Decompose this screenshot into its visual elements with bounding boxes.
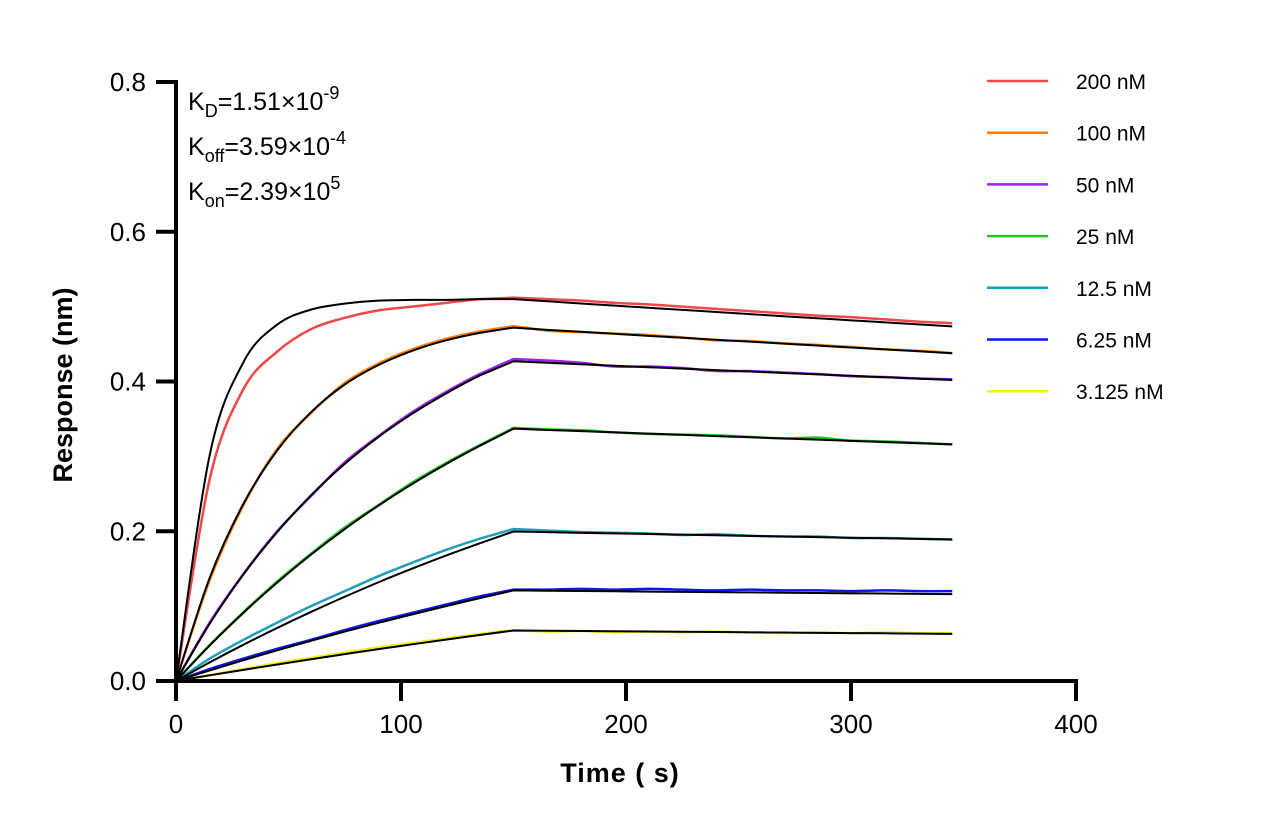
kinetic-constant-annotation: KD=1.51×10-9 [188, 83, 339, 121]
legend-item: 200 nM [987, 71, 1146, 94]
fit-line-3-125-nM [175, 629, 953, 682]
x-tick-label: 300 [829, 709, 872, 739]
fit-line-200-nM [175, 298, 953, 682]
fit-line-6-25-nM [175, 589, 953, 682]
series-line-25-nM [175, 426, 953, 682]
legend-item: 25 nM [987, 226, 1134, 249]
y-tick-label: 0.6 [110, 217, 146, 247]
plot-area [174, 296, 953, 683]
series-line-3-125-nM [175, 628, 953, 683]
legend-label: 25 nM [1076, 226, 1134, 249]
legend-label: 6.25 nM [1076, 330, 1152, 353]
legend-label: 100 nM [1076, 123, 1146, 146]
x-tick-label: 400 [1054, 709, 1097, 739]
x-tick-label: 100 [379, 709, 422, 739]
series-line-6-25-nM [175, 587, 953, 683]
x-tick-label: 0 [169, 709, 183, 739]
legend-item: 12.5 nM [987, 278, 1152, 301]
x-tick-label: 200 [604, 709, 647, 739]
y-tick-label: 0.2 [110, 516, 146, 546]
x-axis-title: Time ( s) [560, 758, 680, 788]
kinetic-constant-annotation: Kon=2.39×105 [188, 173, 340, 211]
legend-label: 3.125 nM [1076, 381, 1164, 404]
fit-line-50-nM [175, 360, 953, 682]
legend-item: 100 nM [987, 123, 1146, 146]
y-axis-title: Response (nm) [48, 287, 78, 482]
fit-line-12-5-nM [175, 530, 953, 682]
legend-label: 12.5 nM [1076, 278, 1152, 301]
series-line-100-nM [174, 324, 953, 682]
legend-label: 50 nM [1076, 174, 1134, 197]
y-tick-label: 0.4 [110, 367, 146, 397]
legend-item: 3.125 nM [987, 381, 1164, 404]
series-line-200-nM [174, 296, 953, 682]
y-tick-label: 0.0 [110, 666, 146, 696]
fit-line-25-nM [175, 427, 953, 682]
kinetic-constant-annotation: Koff=3.59×10-4 [188, 128, 346, 166]
series-line-12-5-nM [175, 527, 953, 683]
legend-label: 200 nM [1076, 71, 1146, 94]
fit-line-100-nM [175, 326, 953, 682]
y-tick-label: 0.8 [110, 67, 146, 97]
legend: 200 nM 100 nM 50 nM 25 nM 12.5 nM 6.25 nM 3.12… [987, 71, 1164, 404]
legend-item: 50 nM [987, 174, 1134, 197]
legend-item: 6.25 nM [987, 330, 1152, 353]
